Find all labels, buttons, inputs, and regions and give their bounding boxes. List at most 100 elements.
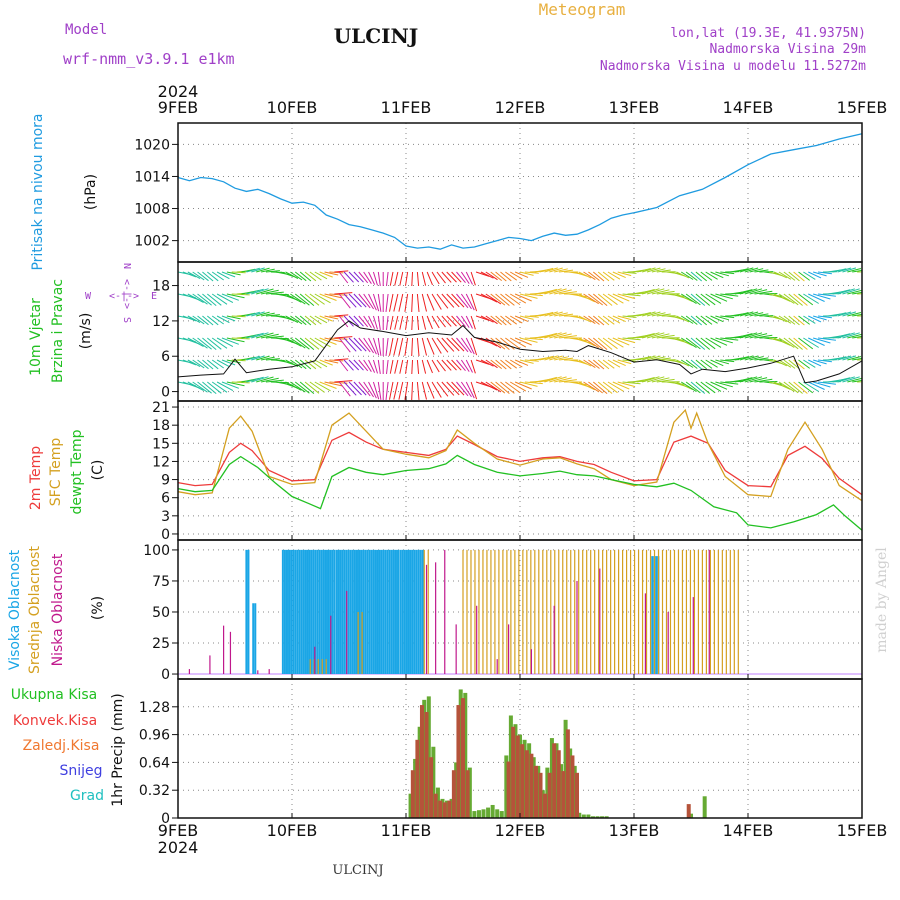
time-tick-label: 11FEB	[381, 98, 432, 117]
wind-vector	[490, 337, 506, 350]
wind-vector	[754, 378, 773, 383]
conv-precip-bar	[565, 729, 570, 818]
wind-vector	[676, 315, 690, 323]
time-tick-label: 14FEB	[723, 821, 774, 840]
wind-vector	[385, 381, 389, 400]
wind-vector	[314, 337, 331, 348]
wind-vector	[299, 315, 312, 326]
wind-vector	[358, 359, 369, 372]
wind-vector	[358, 381, 371, 397]
wind-vector	[211, 315, 224, 325]
wind-vector	[338, 271, 349, 284]
wind-vector	[505, 271, 517, 281]
wind-vector	[460, 315, 470, 328]
wind-vector	[641, 288, 660, 295]
wind-vector	[597, 271, 610, 282]
conv-precip-bar	[520, 744, 525, 818]
wind-vector	[202, 315, 214, 326]
wind-vector	[197, 381, 212, 394]
precip-unit: 1hr Precip (mm)	[110, 693, 126, 806]
wind-vector	[754, 269, 769, 273]
wind-vector	[348, 293, 362, 308]
wind-vector	[251, 311, 265, 317]
wind-vector	[505, 293, 521, 306]
wind-vector	[216, 271, 230, 280]
wind-vector	[549, 288, 567, 295]
y-tick-label: 0	[161, 811, 170, 827]
wind-vector	[216, 337, 234, 348]
wind-vector	[304, 315, 317, 326]
pressure-label: Pritisak na nivou mora	[30, 113, 46, 270]
wind-vector	[602, 381, 618, 394]
wind-vector	[793, 271, 805, 282]
total-precip-bar	[549, 738, 554, 818]
wind-vector	[251, 288, 269, 295]
wind-vector	[256, 288, 274, 295]
wind-vector	[470, 381, 478, 400]
wind-vector	[285, 381, 302, 391]
wind-vector	[202, 271, 214, 282]
wind-vector	[617, 337, 636, 344]
total-precip-bar	[495, 809, 500, 818]
wind-vector	[294, 271, 307, 282]
wind-vector	[343, 381, 357, 396]
wind-vector	[544, 267, 558, 273]
wind-vector	[416, 293, 420, 312]
wind-vector	[500, 315, 512, 326]
wind-vector	[490, 381, 506, 394]
wind-vector	[857, 315, 862, 317]
y-tick-label: 18	[152, 279, 170, 295]
wind-vector	[559, 357, 574, 361]
wind-vector	[509, 293, 527, 304]
wind-vector	[783, 271, 796, 281]
wind-vector	[368, 293, 377, 311]
wind-vector	[421, 293, 427, 312]
wind-vector	[842, 332, 860, 339]
wind-vector	[426, 293, 435, 311]
wind-vector	[398, 337, 404, 356]
wind-vector	[260, 377, 279, 383]
wind-vector	[852, 335, 862, 339]
wind-vector	[451, 359, 462, 371]
total-precip-bar	[581, 814, 586, 818]
wind-vector	[549, 355, 563, 361]
wind-vector	[368, 337, 377, 355]
wind-vector	[182, 271, 197, 278]
wind-vector	[353, 381, 367, 396]
cloud-unit: (%)	[90, 596, 106, 620]
total-precip-bar	[472, 811, 477, 818]
wind-vector	[358, 293, 371, 309]
wind-vector	[319, 359, 333, 366]
wind-vector	[861, 316, 862, 317]
wind-vector	[299, 359, 312, 370]
wind-vector	[470, 271, 476, 286]
wind-vector	[857, 381, 862, 383]
wind-vector	[475, 271, 490, 277]
wind-vector	[695, 381, 711, 394]
wind-vector	[393, 337, 399, 356]
precip-panel-labels: Ukupna Kisa Konvek.Kisa Zaledj.Kisa Snij…	[11, 687, 126, 807]
total-precip-bar	[522, 739, 527, 818]
wind-vector	[852, 357, 862, 361]
wind-vector	[549, 311, 563, 317]
y-tick-label: 21	[152, 400, 170, 416]
wind-vector	[544, 311, 558, 317]
wind-vector	[690, 359, 703, 370]
wind-vector	[348, 359, 360, 371]
wind-vector	[559, 269, 574, 273]
wind-vector	[211, 271, 224, 281]
wind-vector	[778, 271, 792, 280]
wind-vector	[514, 293, 532, 302]
wind-vector	[314, 293, 331, 304]
wind-vector	[431, 315, 440, 329]
wind-vector	[324, 293, 343, 299]
wind-vector	[197, 337, 212, 350]
wind-vector	[788, 315, 800, 326]
wind-vector	[480, 359, 494, 367]
wind-vector	[500, 293, 515, 306]
wind-vector	[734, 356, 749, 361]
wind-vector	[578, 381, 596, 391]
total-precip-bar	[590, 816, 595, 818]
wind-vector	[803, 337, 819, 348]
wind-vector	[539, 355, 554, 361]
